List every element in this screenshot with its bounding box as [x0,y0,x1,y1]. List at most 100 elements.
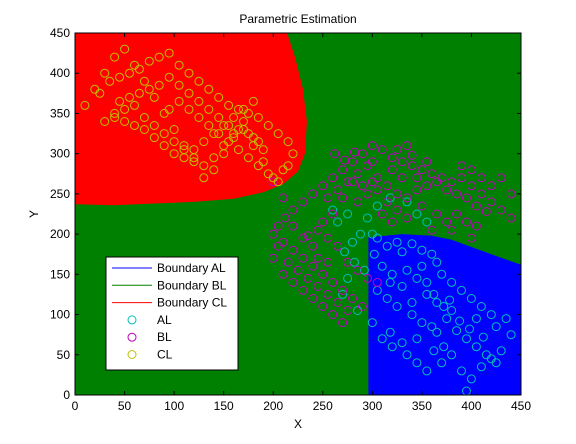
point-cl [184,88,194,98]
point-bl [506,189,516,199]
point-al [359,265,369,275]
point-cl [248,96,258,106]
point-bl [338,285,348,295]
point-bl [462,217,471,227]
point-bl [372,185,382,195]
point-al [462,334,471,344]
point-cl [209,165,219,175]
point-bl [481,207,491,217]
point-cl [164,72,174,82]
point-bl [278,269,288,279]
point-cl [125,68,134,78]
point-bl [308,294,318,303]
point-cl [120,117,130,126]
point-bl [377,209,387,219]
point-cl [219,121,229,130]
point-cl [179,153,189,163]
point-bl [372,277,382,287]
point-cl [263,121,273,130]
point-cl [204,121,214,130]
point-cl [189,157,199,167]
point-cl [169,137,179,147]
point-bl [422,181,432,191]
point-bl [496,205,506,215]
point-bl [442,217,452,227]
point-al [407,239,417,249]
point-bl [506,213,516,223]
point-cl [199,137,209,147]
point-bl [323,257,333,267]
point-bl [387,165,397,175]
point-bl [348,294,357,303]
point-cl [283,137,293,147]
point-bl [340,155,350,165]
point-al [457,285,466,295]
y-axis-label: Y [27,210,41,218]
point-bl [402,141,412,151]
point-bl [452,209,462,219]
point-bl [318,181,328,191]
point-cl [115,96,125,106]
point-al [465,324,474,334]
point-bl [417,165,427,175]
point-cl [120,44,130,54]
legend-label-boundary-al: Boundary AL [157,261,226,275]
y-tick-label: 50 [57,348,71,362]
point-cl [105,76,115,86]
point-bl [422,157,432,167]
point-bl [496,173,506,183]
y-tick-label: 200 [50,227,70,241]
point-cl [130,121,139,130]
point-bl [318,217,328,227]
point-cl [110,113,120,122]
point-al [343,273,353,283]
y-tick-label: 300 [50,147,70,161]
point-cl [283,161,293,171]
point-al [437,358,447,368]
point-bl [328,209,338,219]
point-al [407,310,417,320]
point-cl [229,113,239,122]
point-al [486,354,496,364]
point-bl [333,298,343,307]
y-tick-label: 400 [50,66,70,80]
point-cl [184,104,194,114]
point-bl [357,302,367,311]
point-cl [194,96,204,106]
point-cl [120,104,130,114]
point-cl [184,68,194,78]
point-bl [288,221,298,231]
y-tick-label: 350 [50,106,70,120]
point-cl [110,52,120,62]
point-bl [402,213,412,223]
point-al [385,327,395,337]
point-bl [353,197,362,207]
legend-box [105,256,239,371]
point-al [429,289,439,299]
point-cl [273,177,283,187]
point-al [417,245,427,255]
point-al [422,277,432,287]
point-cl [159,129,169,139]
point-cl [209,129,219,139]
point-bl [397,157,407,167]
point-cl [144,84,154,94]
point-al [348,237,357,247]
point-bl [377,145,387,155]
point-bl [357,181,367,191]
x-tick-label: 300 [362,399,382,413]
x-tick-label: 150 [214,399,234,413]
point-bl [328,173,338,183]
point-bl [412,173,422,183]
point-bl [486,181,496,191]
legend-label-boundary-bl: Boundary BL [157,278,227,292]
x-tick-label: 100 [164,399,184,413]
point-bl [367,157,377,167]
point-cl [139,76,149,86]
point-cl [194,76,204,86]
point-al [447,306,457,315]
point-al [466,294,476,303]
point-bl [466,181,476,191]
point-bl [402,193,412,203]
point-al [455,316,465,326]
